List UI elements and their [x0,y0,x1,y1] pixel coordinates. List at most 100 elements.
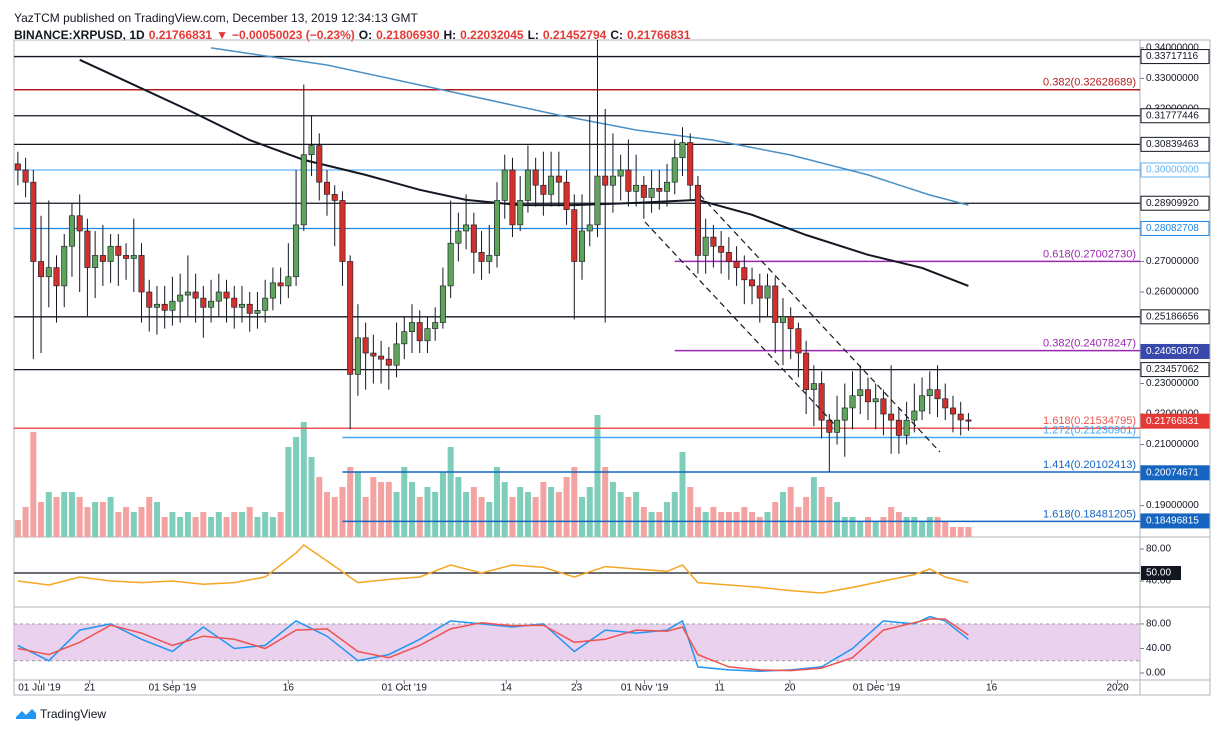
volume-bar [393,492,400,537]
candle-body [911,410,918,421]
candle-body [61,245,68,287]
candle-body [548,175,555,195]
volume-bar [934,517,941,537]
candle-body [872,398,879,403]
candle-body [277,282,284,287]
x-tick-label: 01 Jul '19 [18,683,61,694]
volume-bar [942,522,949,537]
candle-body [68,215,75,247]
volume-bar [949,527,956,537]
x-tick-label: 01 Nov '19 [621,683,669,694]
fib-label: 1.618(0.21534795) [1043,415,1136,427]
volume-bar [362,497,369,537]
volume-bar [849,517,856,537]
y-tick-label: 0.00 [1146,668,1166,679]
volume-bar [486,502,493,537]
candle-body [238,303,245,308]
volume-bar [215,512,222,537]
volume-bar [138,507,145,537]
volume-bar [223,517,230,537]
symbol-info: 0.21766831 [148,28,213,42]
volume-bar [787,487,794,537]
volume-bar [262,512,269,537]
x-tick-label: 01 Dec '19 [853,683,901,694]
volume-bar [517,487,524,537]
price-box [1140,162,1210,178]
y-tick-label: 80.00 [1146,544,1171,555]
volume-bar [161,517,168,537]
candle-body [517,200,524,226]
candle-body [532,169,539,186]
candle-body [949,407,956,415]
candle-body [602,175,609,186]
candle-body [269,282,276,299]
candle-body [45,267,52,278]
volume-bar [617,492,624,537]
candle-body [718,245,725,253]
candle-body [339,200,346,262]
candle-body [926,389,933,397]
symbol-info: 0.22032045 [460,28,524,42]
candle-body [579,230,586,262]
volume-bar [92,502,99,537]
volume-bar [401,467,408,537]
volume-bar [285,447,292,537]
symbol-info: BINANCE:XRPUSD, 1D [14,28,145,42]
volume-bar [718,512,725,537]
volume-bar [53,497,60,537]
volume-bar [123,507,130,537]
volume-bar [339,487,346,537]
price-box-label: 0.28909920 [1146,198,1199,209]
header-title: YazTCM published on TradingView.com, Dec… [14,11,418,25]
candle-body [880,398,887,415]
trendlines [644,194,941,453]
volume-bar [115,512,122,537]
volume-bar [687,487,694,537]
volume-bar [378,482,385,537]
volume-bar [571,467,578,537]
candle-body [857,389,864,397]
candle-body [756,285,763,299]
candle-body [300,154,307,226]
candle-body [84,230,91,268]
candle-body [586,224,593,232]
candle-body [231,297,238,308]
price-box-label: 0.25186656 [1146,311,1199,322]
candle-body [439,285,446,323]
volume-bar [323,492,330,537]
candle-body [609,175,616,186]
candle-body [826,419,833,433]
y-tick-label: 0.27000000 [1146,256,1199,267]
candle-body [378,355,385,360]
candle-body [741,267,748,281]
volume-bar [841,517,848,537]
candle-body [192,291,199,299]
candle-body [316,145,323,183]
candle-body [161,303,168,311]
volume-bar [177,517,184,537]
candle-body [246,303,253,314]
candle-body [470,224,477,253]
x-tick-label: 01 Sep '19 [149,683,197,694]
candle-body [725,252,732,262]
candle-body [285,276,292,287]
candle-body [208,300,215,308]
candle-body [215,291,222,302]
candle-body [803,352,810,390]
candle-body [957,413,964,421]
volume-bar [563,477,570,537]
symbol-info: 0.21452794 [542,28,607,42]
candle-body [664,181,671,192]
symbol-info: O: [358,28,373,42]
x-tick-label: 14 [501,683,513,694]
symbol-info: 0.21806930 [376,28,440,42]
candle-body [254,310,261,314]
volume-bar [354,472,361,537]
price-box [1140,362,1210,378]
volume-bar [99,502,106,537]
candle-body [640,184,647,198]
candle-body [347,261,354,375]
volume-bar [664,502,671,537]
volume-bar [61,492,68,537]
candle-body [779,316,786,323]
